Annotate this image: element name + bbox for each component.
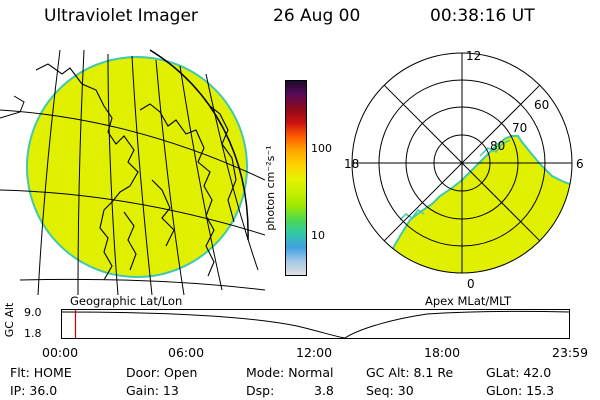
timeline-ytick-9: 9.0 [24,306,42,319]
mlat-label-70: 70 [512,121,527,135]
mlat-label-60: 60 [534,98,549,112]
colorbar-tick-10: 10 [311,229,325,242]
timeline-xtick-2359: 23:59 [552,345,589,360]
status-glat: GLat: 42.0 [486,365,552,380]
auroral-emission [388,135,572,273]
emission-disk [26,56,248,278]
colorbar-wrap [285,80,307,276]
mlt-label-18: 18 [344,157,359,171]
timeline-xtick-1200: 12:00 [296,345,333,360]
orbit-timeline [61,309,570,339]
mlt-label-6: 6 [576,157,584,171]
timeline-xtick-0000: 00:00 [42,345,79,360]
mlt-spokes [352,53,572,273]
geographic-map [0,49,265,295]
status-gc-alt: GC Alt: 8.1 Re [366,365,454,380]
time-label: 00:38:16 UT [430,6,535,26]
status-dsp-label: Dsp: [246,383,275,398]
timeline-ytick-1.8: 1.8 [24,327,42,340]
timeline-xtick-0600: 06:00 [168,345,205,360]
mlt-label-12: 12 [466,49,481,63]
limb-arc [149,49,249,241]
status-glon: GLon: 15.3 [486,383,555,398]
status-mode: Mode: Normal [246,365,334,380]
date-label: 26 Aug 00 [273,6,361,26]
timeline-xtick-1800: 18:00 [424,345,461,360]
polar-plot: 12 18 6 0 60 70 80 [344,49,584,291]
status-seq: Seq: 30 [366,383,414,398]
left-panel-label: Geographic Lat/Lon [70,294,183,308]
status-gain: Gain: 13 [126,383,179,398]
status-dsp-value: 3.8 [314,383,334,398]
colorbar [285,80,307,276]
meridian-lines [37,49,259,295]
status-door: Door: Open [126,365,198,380]
altitude-curve [61,310,570,339]
colorbar-tick-100: 100 [311,142,332,155]
colorbar-unit-label: photon cm⁻²s⁻¹ [264,145,277,231]
status-flt: Flt: HOME [10,365,72,380]
mlt-label-0: 0 [467,277,475,291]
parallel-lines [0,109,265,291]
mlat-label-80: 80 [490,139,505,153]
right-panel-label: Apex MLat/MLT [425,294,512,308]
coastline [35,63,237,281]
instrument-title: Ultraviolet Imager [44,6,198,26]
status-ip: IP: 36.0 [10,383,58,398]
timeline-y-label: GC Alt [3,302,16,338]
